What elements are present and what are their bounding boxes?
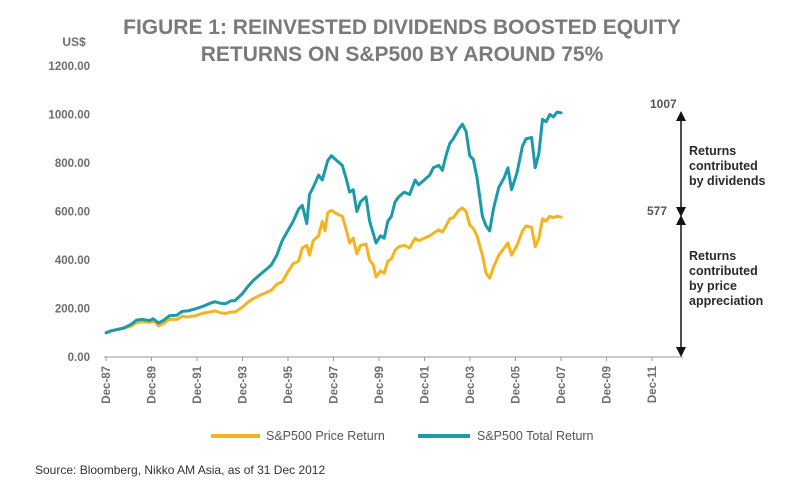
legend: S&P500 Price Return S&P500 Total Return [211, 429, 594, 443]
price-return-line [104, 206, 563, 335]
dividends-annotation-line-3: by dividends [689, 174, 765, 188]
x-tick-label: Dec-87 [101, 366, 113, 404]
x-tick-label: Dec-95 [283, 365, 295, 403]
y-tick-label: 0.00 [68, 352, 90, 364]
series-layer [104, 110, 563, 335]
y-tick-label: 400.00 [55, 255, 90, 267]
x-tick-label: Dec-03 [465, 366, 477, 404]
dividends-annotation-line-2: contributed [689, 159, 758, 173]
price-annotation-line-4: appreciation [689, 294, 763, 308]
x-tick-label: Dec-09 [602, 366, 614, 404]
x-axis-ticks: Dec-87 Dec-89 Dec-91 Dec-93 Dec-95 Dec-97 Dec-… [101, 357, 659, 404]
source-note: Source: Bloomberg, Nikko AM Asia, as of … [35, 463, 325, 477]
y-axis-ticks: 0.00 200.00 400.00 600.00 800.00 1000.00 1200.… [48, 61, 90, 364]
x-tick-label: Dec-11 [647, 365, 659, 403]
total-return-line [104, 110, 563, 335]
y-tick-label: 600.00 [55, 207, 90, 219]
x-tick-label: Dec-91 [192, 365, 204, 403]
chart-title-line-2: RETURNS ON S&P500 BY AROUND 75% [201, 43, 604, 66]
price-annotation-line-3: by price [689, 279, 737, 293]
y-tick-label: 200.00 [55, 304, 90, 316]
x-tick-label: Dec-97 [329, 366, 341, 404]
price-annotation-line-1: Returns [689, 249, 736, 263]
x-tick-label: Dec-99 [374, 366, 386, 404]
end-label-price-return: 577 [647, 204, 667, 218]
legend-label-total-return: S&P500 Total Return [477, 429, 594, 443]
y-tick-label: 800.00 [55, 158, 90, 170]
y-axis-label: US$ [62, 35, 86, 49]
x-tick-label: Dec-07 [556, 366, 568, 404]
dividends-annotation: Returns contributed by dividends [689, 144, 765, 188]
end-label-total-return: 1007 [650, 97, 677, 111]
legend-label-price-return: S&P500 Price Return [266, 429, 385, 443]
y-tick-label: 1200.00 [48, 61, 90, 73]
price-annotation-line-2: contributed [689, 264, 758, 278]
x-tick-label: Dec-01 [420, 365, 432, 403]
dividends-annotation-line-1: Returns [689, 144, 736, 158]
chart-title-line-1: FIGURE 1: REINVESTED DIVIDENDS BOOSTED E… [123, 16, 681, 39]
x-tick-label: Dec-93 [238, 366, 250, 404]
x-tick-label: Dec-05 [511, 365, 523, 403]
y-tick-label: 1000.00 [48, 110, 90, 122]
price-annotation: Returns contributed by price appreciatio… [689, 249, 763, 308]
x-tick-label: Dec-89 [147, 366, 159, 404]
